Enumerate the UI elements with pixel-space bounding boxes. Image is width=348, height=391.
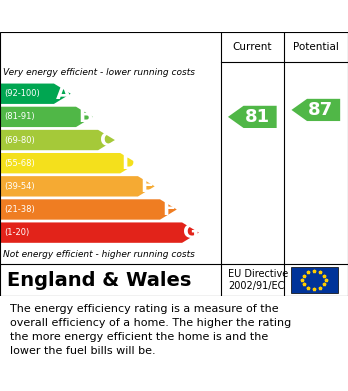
Text: B: B: [78, 108, 93, 126]
Polygon shape: [291, 99, 340, 121]
Text: F: F: [163, 200, 176, 219]
Polygon shape: [0, 107, 93, 127]
Text: D: D: [121, 154, 137, 173]
Text: 81: 81: [245, 108, 270, 126]
Polygon shape: [0, 199, 177, 220]
Text: Energy Efficiency Rating: Energy Efficiency Rating: [69, 9, 279, 23]
Polygon shape: [0, 84, 71, 104]
Text: (1-20): (1-20): [4, 228, 30, 237]
Bar: [291, 267, 338, 293]
Text: C: C: [100, 131, 114, 149]
Text: Not energy efficient - higher running costs: Not energy efficient - higher running co…: [3, 249, 195, 258]
Text: EU Directive
2002/91/EC: EU Directive 2002/91/EC: [228, 269, 288, 291]
Text: (21-38): (21-38): [4, 205, 35, 214]
Text: Current: Current: [232, 42, 272, 52]
Text: (69-80): (69-80): [4, 136, 35, 145]
Text: E: E: [141, 177, 154, 196]
Polygon shape: [0, 222, 199, 243]
Text: G: G: [183, 223, 199, 242]
Polygon shape: [0, 153, 137, 173]
Text: (55-68): (55-68): [4, 159, 35, 168]
Text: The energy efficiency rating is a measure of the
overall efficiency of a home. T: The energy efficiency rating is a measur…: [10, 303, 292, 355]
Text: A: A: [56, 84, 71, 103]
Text: 87: 87: [308, 101, 333, 119]
Text: Potential: Potential: [293, 42, 339, 52]
Text: England & Wales: England & Wales: [7, 271, 191, 289]
Text: (39-54): (39-54): [4, 182, 35, 191]
Text: (81-91): (81-91): [4, 112, 35, 121]
Polygon shape: [228, 106, 277, 128]
Text: Very energy efficient - lower running costs: Very energy efficient - lower running co…: [3, 68, 196, 77]
Text: (92-100): (92-100): [4, 89, 40, 98]
Polygon shape: [0, 130, 115, 150]
Polygon shape: [0, 176, 155, 197]
